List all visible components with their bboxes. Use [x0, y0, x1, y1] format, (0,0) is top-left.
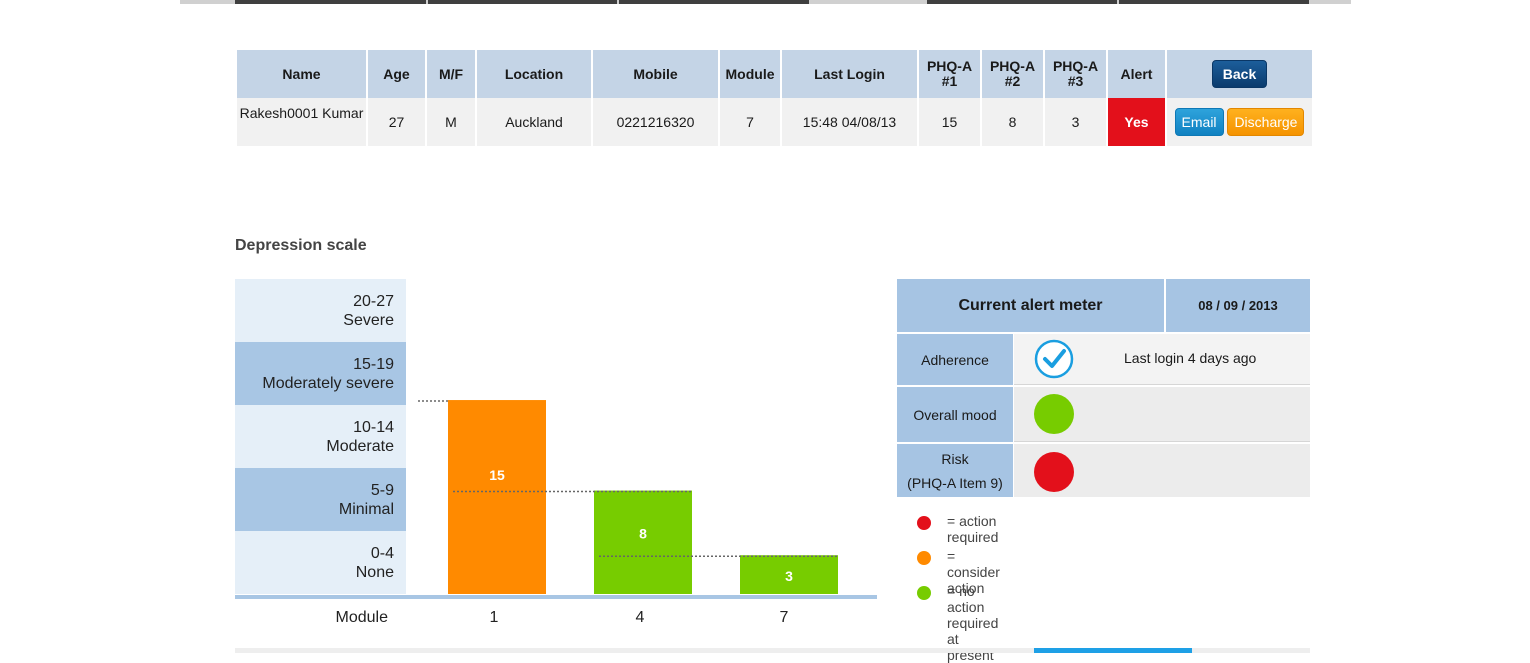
- x-tick-label: 1: [490, 609, 499, 626]
- cell-last-login: 15:48 04/08/13: [782, 98, 917, 146]
- cell-phq1: 15: [919, 98, 980, 146]
- red-dot-icon: [917, 516, 931, 530]
- nav-tab-2[interactable]: [428, 0, 617, 4]
- cell-alert: Yes: [1108, 98, 1165, 146]
- header-last-login: Last Login: [782, 50, 917, 98]
- nav-tab-6[interactable]: [1119, 0, 1309, 4]
- cell-actions: Email Discharge: [1167, 98, 1312, 146]
- top-nav-strip: [180, 0, 1351, 4]
- header-alert: Alert: [1108, 50, 1165, 98]
- depression-scale-title: Depression scale: [235, 237, 367, 254]
- meter-value: [1014, 387, 1310, 442]
- header-mobile: Mobile: [593, 50, 718, 98]
- bar: [448, 400, 546, 594]
- alert-meter-date: 08 / 09 / 2013: [1166, 279, 1310, 332]
- bar-value-label: 8: [639, 526, 647, 542]
- risk-status-dot: [1034, 452, 1074, 492]
- meter-row-risk: Risk (PHQ-A Item 9): [897, 444, 1310, 497]
- cell-phq3: 3: [1045, 98, 1106, 146]
- cell-location: Auckland: [477, 98, 591, 146]
- meter-value: Last login 4 days ago: [1014, 334, 1310, 385]
- band-label: None: [355, 563, 394, 581]
- alert-meter-title: Current alert meter: [897, 279, 1164, 332]
- depression-scale-bands: 20-27 Severe 15-19 Moderately severe 10-…: [235, 279, 406, 594]
- cell-module: 7: [720, 98, 780, 146]
- band-range: 20-27: [353, 292, 394, 310]
- header-sex: M/F: [427, 50, 475, 98]
- header-actions: Back: [1167, 50, 1312, 98]
- nav-tab-3[interactable]: [619, 0, 809, 4]
- header-phq1: PHQ-A #1: [919, 50, 980, 98]
- x-tick-label: 7: [780, 609, 789, 626]
- meter-label: Risk (PHQ-A Item 9): [897, 444, 1013, 497]
- header-location: Location: [477, 50, 591, 98]
- band-moderate: 10-14 Moderate: [235, 405, 406, 468]
- email-button[interactable]: Email: [1174, 108, 1224, 136]
- header-age: Age: [368, 50, 425, 98]
- meter-row-mood: Overall mood: [897, 387, 1310, 442]
- bar: [740, 555, 838, 594]
- meter-label-text: Risk: [941, 450, 969, 467]
- legend-text: = action required: [947, 513, 999, 545]
- cell-phq2: 8: [982, 98, 1043, 146]
- back-button[interactable]: Back: [1211, 60, 1268, 88]
- cell-mobile: 0221216320: [593, 98, 718, 146]
- meter-row-adherence: Adherence Last login 4 days ago: [897, 334, 1310, 385]
- legend-text: = consider action: [947, 548, 1000, 596]
- x-axis-line: [235, 595, 877, 599]
- orange-dot-icon: [917, 551, 931, 565]
- meter-label: Adherence: [897, 334, 1013, 385]
- band-label: Moderate: [326, 437, 394, 455]
- meter-sublabel-text: (PHQ-A Item 9): [907, 474, 1003, 491]
- meter-label-text: Adherence: [921, 351, 989, 368]
- header-name: Name: [237, 50, 366, 98]
- band-severe: 20-27 Severe: [235, 279, 406, 342]
- meter-value: [1014, 444, 1310, 497]
- depression-bar-chart: 15 1 8 4 3 7 Module: [235, 400, 877, 626]
- header-phq2: PHQ-A #2: [982, 50, 1043, 98]
- patient-table: Name Age M/F Location Mobile Module Last…: [235, 50, 1314, 146]
- x-axis-label: Module: [336, 609, 389, 626]
- band-label: Moderately severe: [262, 374, 394, 392]
- adherence-text: Last login 4 days ago: [1124, 350, 1257, 366]
- band-none: 0-4 None: [235, 531, 406, 594]
- header-phq3: PHQ-A #3: [1045, 50, 1106, 98]
- nav-tab-1[interactable]: [235, 0, 426, 4]
- band-range: 15-19: [353, 355, 394, 373]
- cell-sex: M: [427, 98, 475, 146]
- band-range: 5-9: [370, 481, 394, 499]
- nav-tab-5[interactable]: [927, 0, 1117, 4]
- bottom-active-tab[interactable]: [1034, 648, 1192, 653]
- bottom-strip: [235, 648, 1310, 653]
- alert-meter-header: Current alert meter 08 / 09 / 2013: [897, 279, 1310, 332]
- meter-label: Overall mood: [897, 387, 1013, 442]
- meter-label-text: Overall mood: [913, 406, 997, 423]
- check-icon: [1034, 339, 1074, 379]
- cell-age: 27: [368, 98, 425, 146]
- band-label: Severe: [343, 311, 394, 329]
- mood-status-dot: [1034, 394, 1074, 434]
- header-module: Module: [720, 50, 780, 98]
- band-label: Minimal: [338, 500, 394, 518]
- band-range: 10-14: [353, 418, 394, 436]
- bar-value-label: 15: [489, 467, 505, 483]
- discharge-button[interactable]: Discharge: [1227, 108, 1305, 136]
- band-minimal: 5-9 Minimal: [235, 468, 406, 531]
- bar-value-label: 3: [785, 568, 793, 584]
- x-tick-label: 4: [636, 609, 645, 626]
- alert-meter: Current alert meter 08 / 09 / 2013 Adher…: [897, 279, 1310, 497]
- cell-name: Rakesh0001 Kumar: [237, 98, 366, 146]
- green-dot-icon: [917, 586, 931, 600]
- band-moderately-severe: 15-19 Moderately severe: [235, 342, 406, 405]
- table-row: Rakesh0001 Kumar 27 M Auckland 022121632…: [237, 98, 1312, 146]
- band-range: 0-4: [370, 544, 394, 562]
- bar: [594, 490, 692, 594]
- table-header-row: Name Age M/F Location Mobile Module Last…: [237, 50, 1312, 98]
